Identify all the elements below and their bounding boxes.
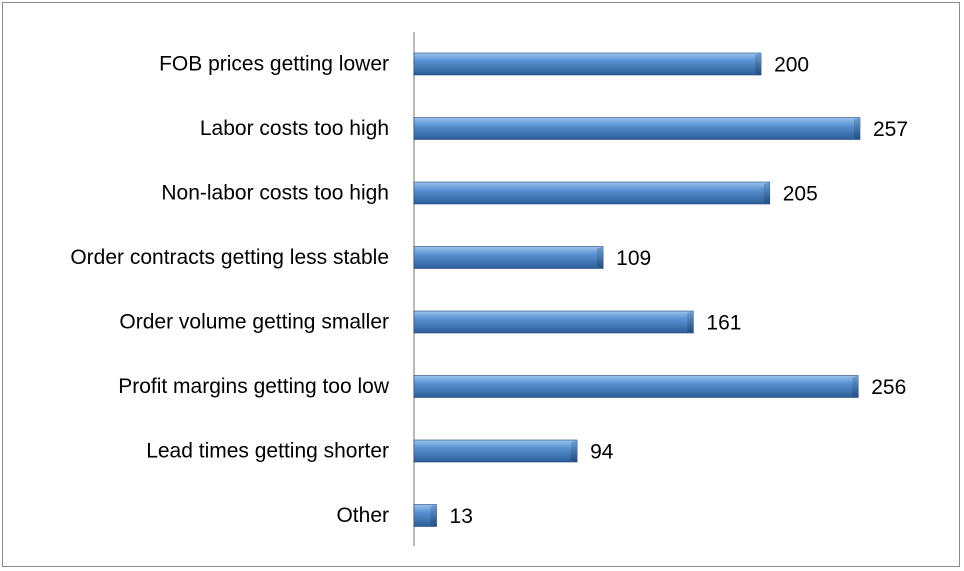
bar-cap-4 (687, 311, 694, 333)
bar-cap-6 (571, 440, 578, 462)
value-label-6: 94 (590, 441, 614, 464)
value-label-5: 256 (871, 376, 906, 399)
bar-4 (413, 310, 694, 334)
bar-3 (413, 246, 604, 269)
category-label-2: Non-labor costs too high (161, 182, 389, 205)
bar-cap-3 (597, 246, 604, 269)
category-label-3: Order contracts getting less stable (70, 246, 389, 269)
category-labels-group: FOB prices getting lower Labor costs too … (70, 53, 389, 528)
bar-6 (413, 439, 578, 463)
category-label-0: FOB prices getting lower (159, 53, 389, 76)
category-label-6: Lead times getting shorter (146, 440, 389, 463)
bar-cap-0 (755, 53, 762, 75)
value-label-1: 257 (873, 118, 908, 141)
bar-cap-1 (854, 117, 860, 140)
bar-0 (413, 52, 762, 76)
category-label-1: Labor costs too high (200, 117, 389, 140)
bar-cap-2 (763, 182, 770, 204)
bars-group (413, 52, 861, 527)
bar-1 (413, 117, 861, 140)
value-labels-group: 200 257 205 109 161 256 94 13 (450, 54, 908, 529)
value-label-2: 205 (783, 183, 818, 206)
value-label-0: 200 (774, 54, 809, 77)
category-label-4: Order volume getting smaller (119, 311, 389, 334)
value-label-4: 161 (706, 312, 741, 335)
bar-cap-5 (852, 375, 859, 398)
value-label-7: 13 (450, 505, 473, 528)
category-label-7: Other (336, 504, 389, 527)
value-label-3: 109 (616, 247, 651, 270)
bar-cap-7 (430, 504, 437, 527)
category-label-5: Profit margins getting too low (118, 375, 390, 398)
bar-5 (413, 375, 859, 398)
bar-2 (413, 181, 771, 205)
